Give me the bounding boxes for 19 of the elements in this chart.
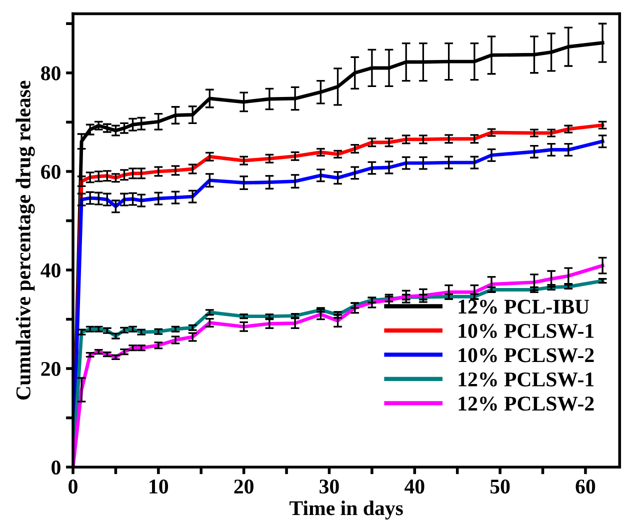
- x-tick-label: 10: [150, 480, 168, 494]
- legend-label: 10% PCLSW-2: [458, 348, 594, 362]
- x-tick-label: 20: [234, 480, 254, 494]
- legend-label: 12% PCLSW-2: [458, 396, 594, 411]
- x-tick-label: 30: [320, 480, 339, 494]
- x-axis-title: Time in days: [290, 500, 403, 520]
- legend-label: 12% PCL-IBU: [458, 300, 590, 314]
- y-tick-label: 0: [52, 460, 60, 475]
- legend-label: 10% PCLSW-1: [458, 324, 594, 338]
- y-tick-label: 20: [41, 362, 60, 376]
- y-tick-label: 40: [40, 263, 60, 278]
- y-tick-label: 60: [41, 164, 60, 179]
- legend-label: 12% PCLSW-1: [458, 372, 594, 387]
- x-tick-label: 0: [68, 480, 78, 494]
- x-tick-label: 50: [490, 480, 510, 494]
- x-tick-label: 40: [404, 480, 424, 494]
- x-tick-label: 60: [576, 480, 596, 494]
- y-axis-title: Cumulative percentage drug release: [16, 80, 35, 400]
- y-tick-label: 80: [41, 66, 60, 80]
